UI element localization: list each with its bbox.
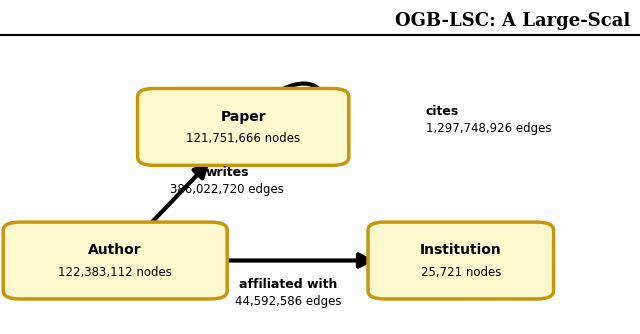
FancyBboxPatch shape [3,222,227,299]
Text: 1,297,748,926 edges: 1,297,748,926 edges [426,122,551,135]
Text: 44,592,586 edges: 44,592,586 edges [235,295,341,308]
Text: Author: Author [88,243,142,258]
Text: Paper: Paper [220,110,266,124]
Text: 122,383,112 nodes: 122,383,112 nodes [58,266,172,279]
Text: 25,721 nodes: 25,721 nodes [420,266,501,279]
Text: Institution: Institution [420,243,502,258]
Text: affiliated with: affiliated with [239,278,337,291]
FancyBboxPatch shape [368,222,554,299]
Text: 121,751,666 nodes: 121,751,666 nodes [186,132,300,145]
Text: cites: cites [426,106,459,118]
Text: 386,022,720 edges: 386,022,720 edges [170,183,284,196]
Text: writes: writes [205,166,249,179]
FancyBboxPatch shape [138,89,349,165]
Text: OGB-LSC: A Large-Scal: OGB-LSC: A Large-Scal [395,12,630,30]
